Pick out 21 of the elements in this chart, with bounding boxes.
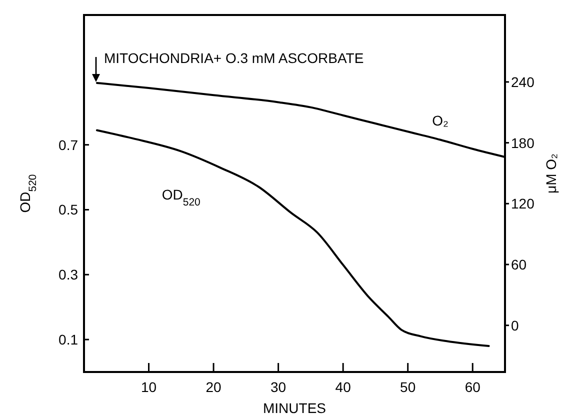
x-tick-label: 20 (206, 379, 222, 395)
y2-tick-label: 240 (511, 74, 535, 90)
x-tick-label: 40 (335, 379, 352, 395)
y2-tick-label: 120 (511, 196, 535, 212)
y2-tick-label: 60 (511, 256, 527, 272)
series-label: O₂ (432, 112, 448, 129)
x-axis-title: MINUTES (263, 400, 326, 416)
y2-tick-label: 180 (511, 134, 535, 151)
x-tick-label: 50 (400, 379, 416, 395)
y-tick-label: 0.1 (58, 332, 78, 348)
x-tick-label: 10 (140, 379, 157, 395)
y-tick-label: 0.3 (58, 266, 78, 283)
x-tick-label: 30 (270, 379, 286, 395)
y2-axis-title: μM O₂ (543, 154, 559, 194)
line-series (96, 129, 490, 348)
y2-tick-label: 0 (511, 317, 519, 334)
x-tick-label: 60 (464, 379, 481, 395)
annotation: MITOCHONDRIA+ O.3 mM ASCORBATE (104, 50, 364, 66)
y-tick-label: 0.7 (58, 136, 78, 153)
y-tick-label: 0.5 (58, 202, 78, 218)
series-label: OD$_{520}$ (162, 186, 201, 208)
